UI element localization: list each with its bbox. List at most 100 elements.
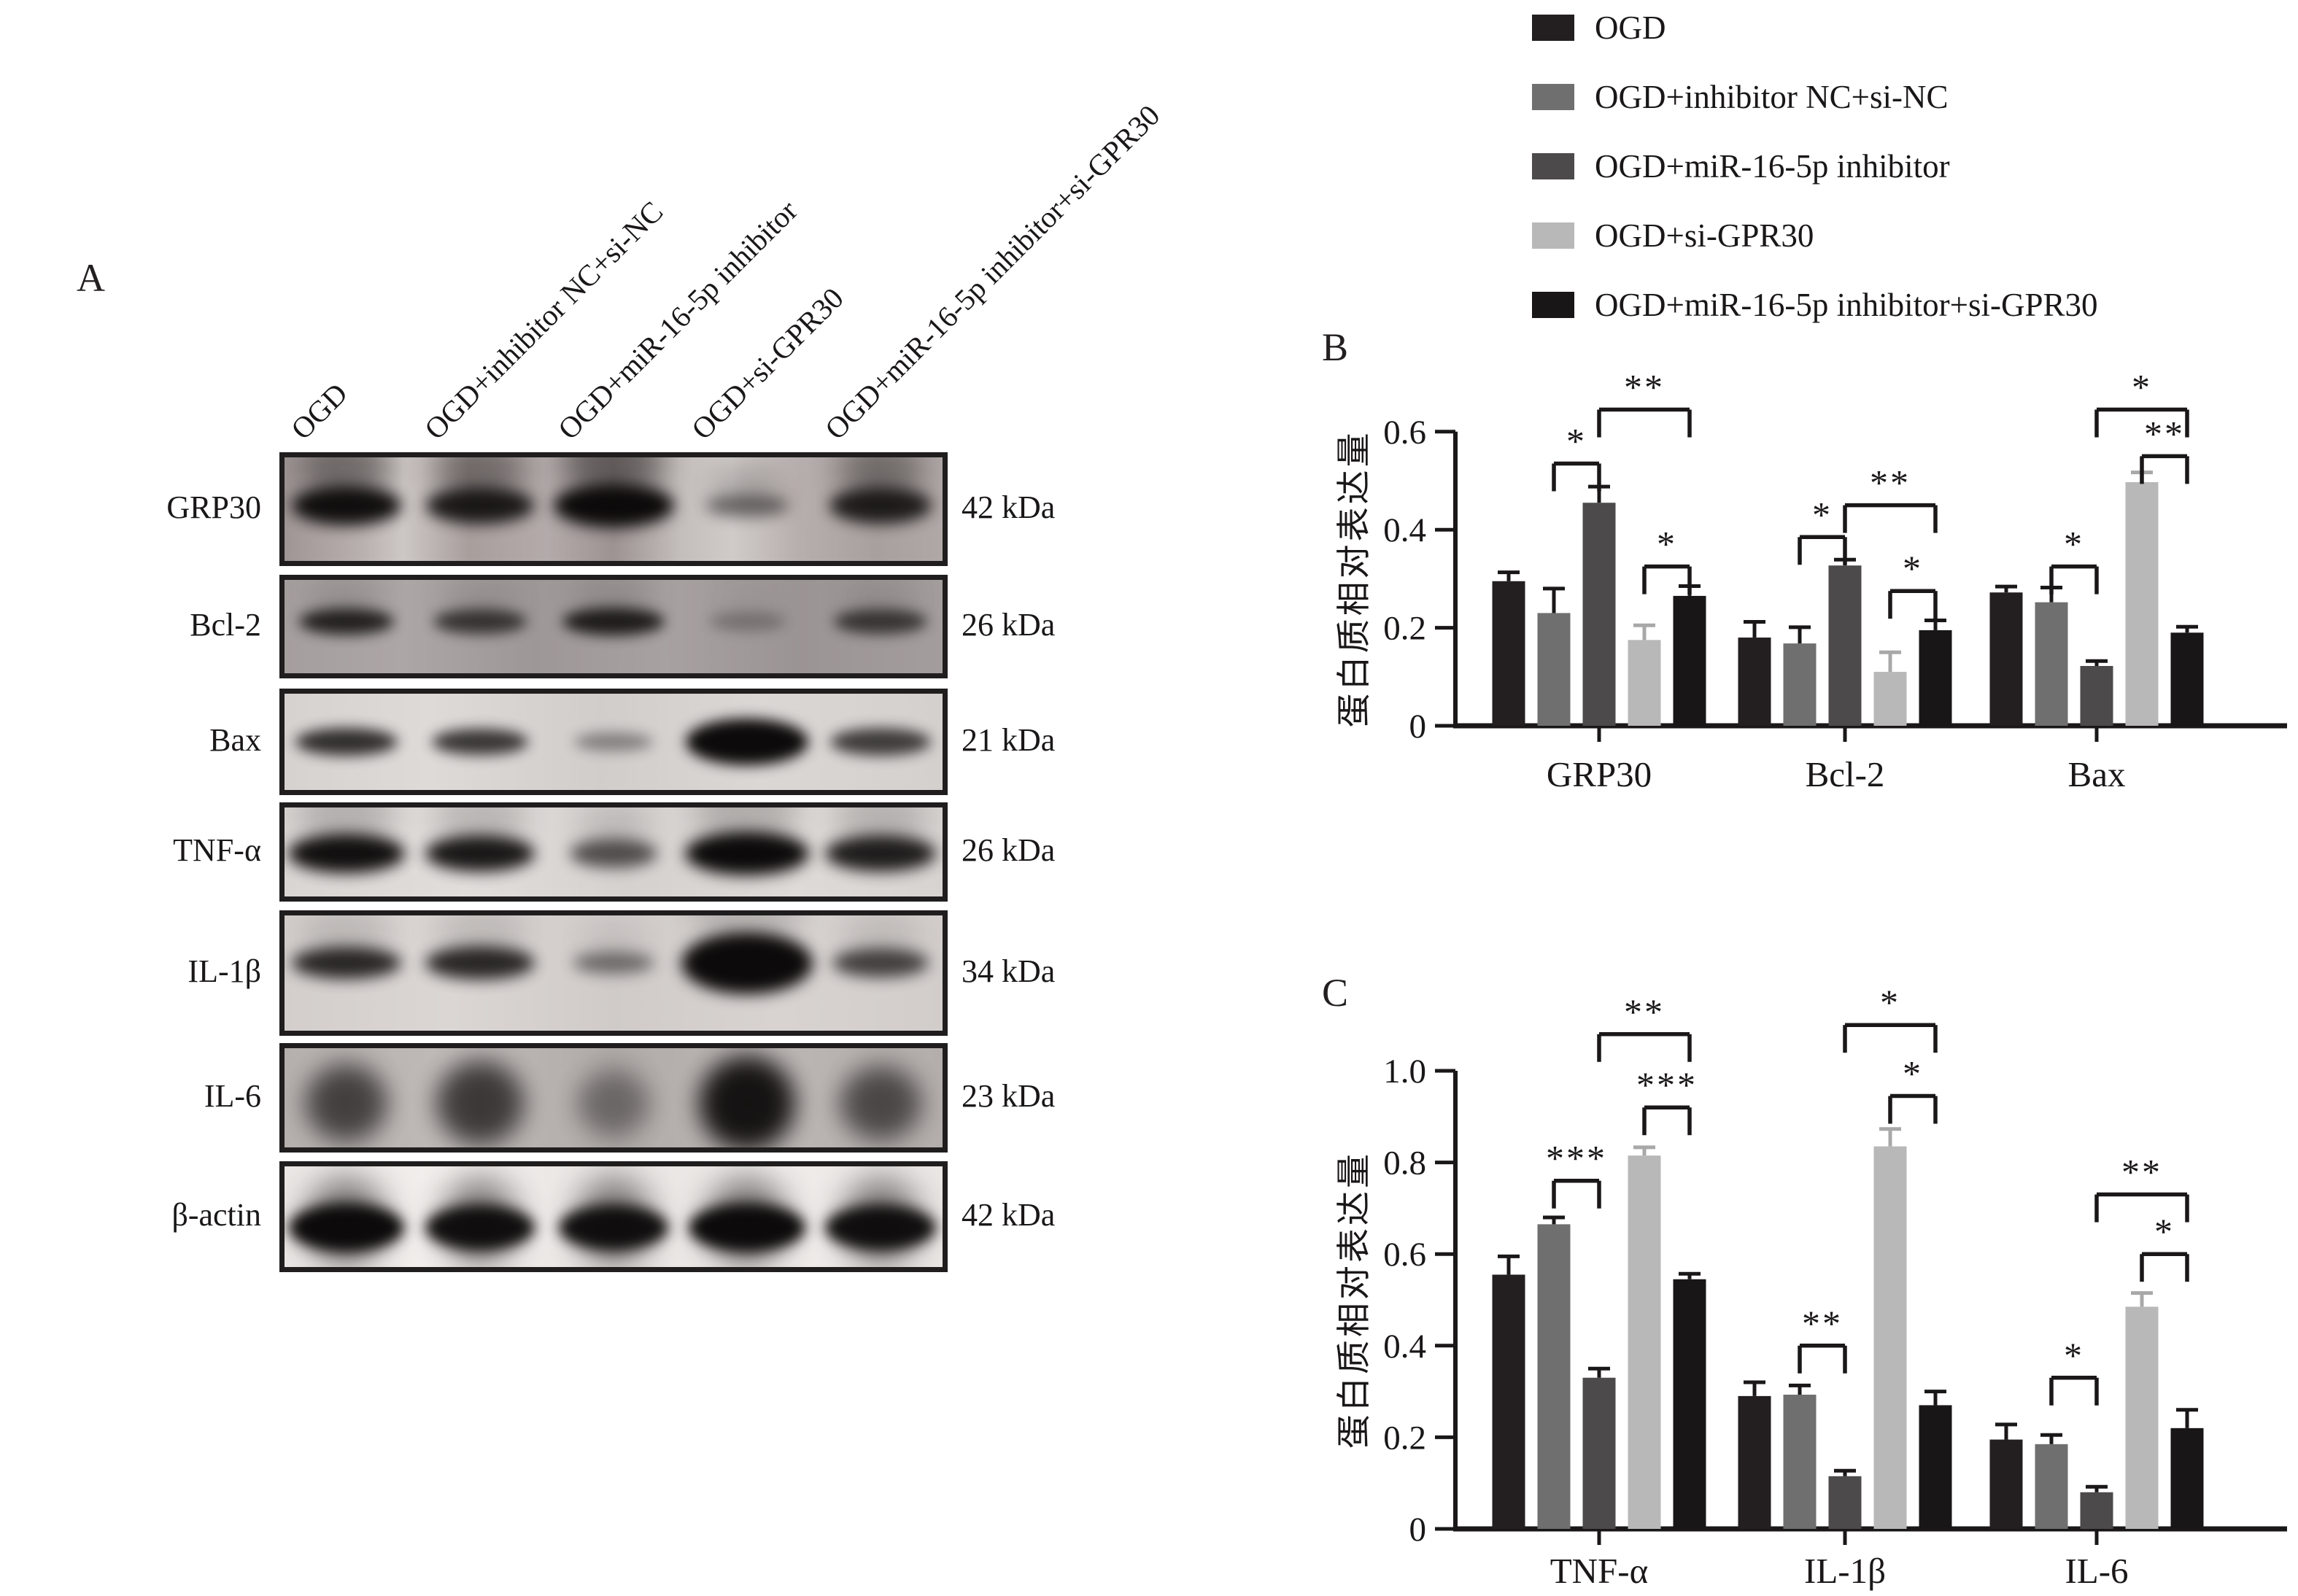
bar	[1628, 1155, 1661, 1529]
protein-band	[559, 1204, 668, 1250]
protein-band	[573, 952, 654, 975]
bar	[1828, 1476, 1862, 1529]
bar	[1738, 638, 1771, 726]
panel-b-letter: B	[1322, 325, 1349, 369]
bar	[1873, 1146, 1907, 1529]
bar	[1919, 630, 1952, 726]
bar	[1582, 503, 1616, 726]
protein-band	[433, 608, 527, 634]
legend-label: OGD+miR-16-5p inhibitor+si-GPR30	[1595, 287, 2098, 323]
sig-label: **	[1624, 991, 1665, 1032]
y-tick-label: 0.8	[1383, 1144, 1426, 1182]
legend-label: OGD	[1595, 9, 1666, 46]
kda-label: 42 kDa	[962, 1197, 1056, 1233]
band-smear	[714, 589, 780, 618]
bar	[1492, 581, 1525, 726]
y-tick-label: 1.0	[1383, 1053, 1426, 1091]
panel-a-letter: A	[77, 256, 105, 300]
kda-label: 42 kDa	[962, 489, 1056, 525]
blot-row-β-actin	[279, 1161, 948, 1272]
protein-band	[291, 947, 401, 980]
sig-label: *	[1880, 982, 1900, 1023]
y-tick-label: 0.2	[1383, 1419, 1426, 1457]
bar	[2080, 1492, 2113, 1529]
category-label: TNF-α	[1550, 1551, 1649, 1591]
protein-band	[287, 833, 405, 873]
protein-band	[295, 727, 398, 756]
sig-label: *	[1812, 494, 1833, 535]
y-axis-label: 蛋白质相对表达量	[1336, 1151, 1374, 1449]
bar	[2170, 632, 2204, 726]
legend-label: OGD+inhibitor NC+si-NC	[1595, 79, 1949, 115]
protein-label: TNF-α	[173, 832, 261, 868]
sig-label: **	[1624, 367, 1665, 408]
legend-item: OGD+si-GPR30	[1532, 217, 1814, 255]
bar	[1537, 613, 1571, 726]
bar	[2170, 1428, 2204, 1529]
legend-swatch	[1532, 153, 1574, 179]
sig-label: *	[2064, 524, 2084, 565]
protein-band	[288, 1203, 404, 1252]
legend-item: OGD	[1532, 9, 1666, 47]
sig-label: **	[2144, 413, 2185, 454]
protein-band	[829, 487, 932, 524]
bar	[2080, 666, 2113, 726]
protein-band	[832, 948, 929, 978]
sig-label: *	[2132, 367, 2152, 408]
protein-band	[574, 732, 653, 751]
bar	[1989, 592, 2023, 726]
bar	[2125, 1306, 2159, 1529]
bar	[1783, 1394, 1817, 1529]
protein-band	[685, 831, 810, 875]
blot-row-Bax	[279, 689, 948, 795]
y-tick-label: 0.4	[1383, 1328, 1426, 1365]
blot-row-IL-1β	[279, 910, 948, 1036]
category-label: Bcl-2	[1806, 754, 1885, 794]
sig-label: *	[2064, 1335, 2084, 1376]
protein-label: Bcl-2	[190, 607, 261, 643]
protein-band	[689, 1203, 806, 1252]
legend-swatch	[1532, 292, 1574, 318]
kda-label: 26 kDa	[962, 832, 1056, 868]
protein-band	[825, 834, 937, 872]
protein-band	[298, 608, 394, 635]
y-tick-label: 0	[1409, 1511, 1427, 1549]
bar	[1628, 640, 1661, 726]
legend-swatch	[1532, 84, 1574, 110]
sig-label: **	[1802, 1303, 1843, 1344]
protein-label: IL-6	[204, 1078, 261, 1114]
y-tick-label: 0.2	[1383, 610, 1426, 648]
legend-item: OGD+miR-16-5p inhibitor	[1532, 147, 1950, 185]
bar	[1582, 1377, 1616, 1529]
sig-label: ***	[1636, 1064, 1698, 1105]
protein-label: GRP30	[166, 489, 261, 525]
category-label: GRP30	[1547, 754, 1652, 794]
y-tick-label: 0	[1409, 708, 1427, 745]
kda-label: 26 kDa	[962, 607, 1056, 643]
protein-band	[436, 1063, 524, 1143]
protein-band	[681, 931, 813, 994]
chart-legend: OGD OGD+inhibitor NC+si-NC OGD+miR-16-5p i…	[0, 0, 2298, 336]
sig-label: **	[1870, 462, 1911, 503]
protein-band	[425, 1204, 535, 1250]
bar	[1673, 595, 1706, 726]
protein-band	[825, 1204, 937, 1250]
blot-row-Bcl-2	[279, 575, 948, 678]
sig-label: ***	[1546, 1138, 1607, 1179]
y-tick-label: 0.6	[1383, 414, 1426, 452]
blot-row-TNF-α	[279, 802, 948, 902]
protein-band	[425, 946, 535, 980]
bar	[1873, 672, 1907, 726]
legend-swatch	[1532, 222, 1574, 249]
bar	[1492, 1274, 1525, 1529]
bar	[2125, 482, 2159, 726]
protein-band	[708, 611, 786, 631]
bar	[1537, 1224, 1571, 1529]
protein-label: Bax	[209, 722, 261, 758]
kda-label: 21 kDa	[962, 722, 1056, 758]
sig-label: *	[1566, 420, 1587, 461]
protein-band	[705, 494, 789, 516]
protein-band	[686, 718, 809, 765]
panel-c-letter: C	[1322, 971, 1349, 1015]
